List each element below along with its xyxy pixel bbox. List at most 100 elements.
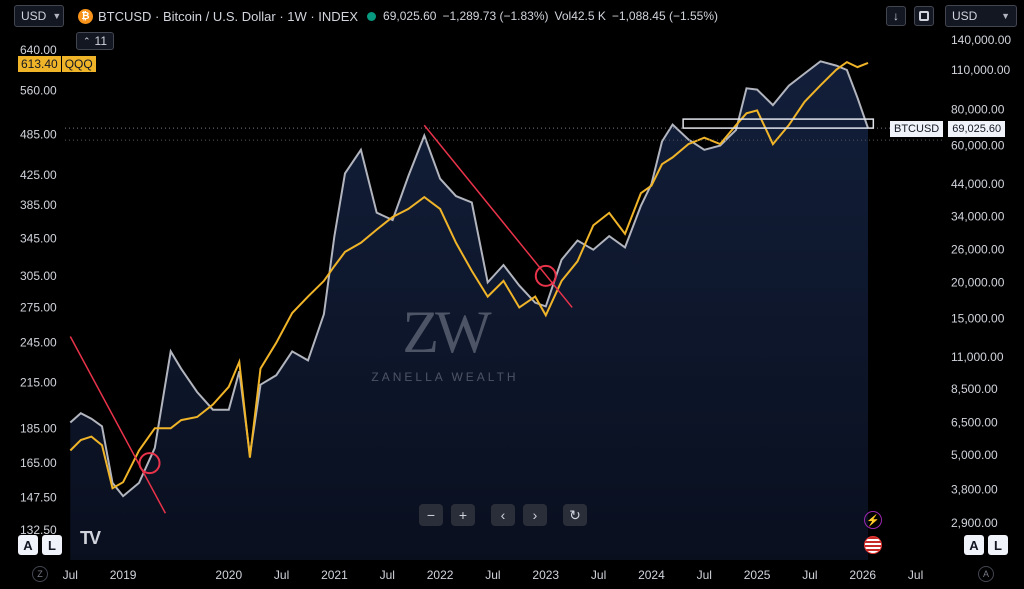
compare-collapse[interactable]: ⌃ 11 [76, 32, 115, 50]
watermark: ZW ZANELLA WEALTH [360, 300, 530, 384]
x-axis-tick-4: 2021 [321, 568, 348, 582]
volume-change: −1,088.45 (−1.55%) [611, 9, 718, 23]
zoom-in-button[interactable]: + [451, 504, 475, 526]
qqq-price-badge-label: QQQ [61, 56, 96, 72]
left-axis-tick-8: 245.00 [20, 336, 57, 350]
watermark-brand: ZANELLA WEALTH [371, 370, 519, 384]
currency-select-right-label: USD [952, 9, 978, 23]
left-axis-tick-12: 147.50 [20, 490, 57, 504]
tradingview-logo: TV [80, 528, 101, 548]
currency-select-left[interactable]: USD ▼ [14, 5, 64, 27]
us-flag-event-icon[interactable] [864, 536, 882, 554]
x-axis-tick-8: 2023 [532, 568, 559, 582]
left-axis-tick-3: 425.00 [20, 168, 57, 182]
right-axis-tick-12: 5,000.00 [951, 448, 998, 462]
auto-scale-right-button[interactable]: A [964, 535, 984, 555]
timezone-right-button[interactable]: A [978, 566, 994, 582]
left-axis-tick-2: 485.00 [20, 128, 57, 142]
auto-scale-left-button[interactable]: A [18, 535, 38, 555]
log-scale-left-button[interactable]: L [42, 535, 62, 555]
right-axis-tick-5: 34,000.00 [951, 209, 1005, 223]
fullscreen-button[interactable] [914, 6, 934, 26]
x-axis-tick-7: Jul [485, 568, 500, 582]
x-axis-tick-12: 2025 [744, 568, 771, 582]
qqq-price-badge-value: 613.40 [18, 56, 61, 72]
breakout-marker-1[interactable] [534, 264, 557, 287]
right-axis-tick-10: 8,500.00 [951, 382, 998, 396]
breakout-marker-0[interactable] [138, 452, 161, 475]
trend-line-1[interactable] [423, 124, 573, 308]
scroll-left-button[interactable]: ‹ [491, 504, 515, 526]
btc-area-fill [70, 61, 868, 561]
series-line-btcusd[interactable] [69, 60, 869, 498]
right-axis-tick-1: 110,000.00 [951, 63, 1010, 77]
x-axis-tick-13: Jul [802, 568, 817, 582]
qqq-price-badge: 613.40 QQQ [18, 56, 96, 72]
symbol-title[interactable]: BTCUSD · Bitcoin / U.S. Dollar · 1W · IN… [98, 8, 359, 24]
x-axis-tick-5: Jul [380, 568, 395, 582]
minus-icon: − [426, 507, 436, 523]
log-scale-right-button[interactable]: L [988, 535, 1008, 555]
bitcoin-icon: ₿ [78, 8, 93, 24]
chevron-down-icon: ▼ [1001, 11, 1010, 21]
left-axis-tick-0: 640.00 [20, 43, 57, 57]
chevron-right-icon: › [532, 507, 538, 523]
timezone-left-button[interactable]: Z [32, 566, 48, 582]
chevron-up-icon: ⌃ [83, 35, 91, 46]
x-axis-tick-1: 2019 [110, 568, 137, 582]
volume-value: 42.5 K [571, 9, 606, 23]
trend-line-0[interactable] [69, 336, 167, 514]
x-axis-tick-15: Jul [908, 568, 923, 582]
x-axis-tick-6: 2022 [427, 568, 454, 582]
lightning-event-icon[interactable]: ⚡ [864, 511, 882, 529]
btc-price-badge-label: BTCUSD [890, 121, 944, 137]
right-axis-tick-4: 44,000.00 [951, 177, 1005, 191]
left-axis-tick-11: 165.00 [20, 456, 57, 470]
refresh-icon: ↻ [569, 506, 581, 523]
right-axis-tick-8: 15,000.00 [951, 311, 1005, 325]
x-axis-tick-11: Jul [697, 568, 712, 582]
right-axis-tick-0: 140,000.00 [951, 33, 1011, 47]
watermark-logo: ZW [402, 299, 491, 365]
x-axis-tick-2: 2020 [215, 568, 242, 582]
reset-chart-button[interactable]: ↻ [563, 504, 587, 526]
zoom-out-button[interactable]: − [419, 504, 443, 526]
x-axis-tick-0: Jul [63, 568, 78, 582]
left-axis-tick-4: 385.00 [20, 198, 57, 212]
resistance-box[interactable] [682, 118, 875, 129]
left-axis-tick-13: 132.50 [20, 523, 57, 537]
btc-price-badge-value: 69,025.60 [948, 121, 1006, 137]
right-axis-tick-14: 2,900.00 [951, 516, 998, 530]
arrow-down-icon: ↓ [893, 9, 899, 23]
symbol-header: ₿ BTCUSD · Bitcoin / U.S. Dollar · 1W · … [78, 6, 718, 26]
left-axis-tick-6: 305.00 [20, 269, 57, 283]
right-axis-tick-3: 60,000.00 [951, 139, 1005, 153]
right-axis-tick-6: 26,000.00 [951, 243, 1005, 257]
chevron-down-icon: ▼ [52, 11, 62, 21]
right-axis-tick-11: 6,500.00 [951, 415, 998, 429]
left-axis-tick-7: 275.00 [20, 300, 57, 314]
download-button[interactable]: ↓ [886, 6, 906, 26]
x-axis-tick-9: Jul [591, 568, 606, 582]
x-axis-tick-14: 2026 [849, 568, 876, 582]
price-change: −1,289.73 (−1.83%) [442, 9, 549, 23]
last-price: 69,025.60 [383, 9, 437, 23]
scroll-right-button[interactable]: › [523, 504, 547, 526]
currency-select-left-label: USD [21, 9, 47, 23]
left-axis-tick-1: 560.00 [20, 84, 57, 98]
left-axis-tick-10: 185.00 [20, 421, 57, 435]
currency-select-right[interactable]: USD ▼ [945, 5, 1017, 27]
left-axis-tick-5: 345.00 [20, 231, 57, 245]
chevron-left-icon: ‹ [500, 507, 506, 523]
right-axis-tick-9: 11,000.00 [951, 350, 1004, 364]
left-axis-tick-9: 215.00 [20, 375, 57, 389]
volume-label: Vol [554, 9, 572, 23]
plus-icon: + [458, 507, 468, 523]
btc-price-badge: BTCUSD 69,025.60 [890, 121, 1006, 137]
right-axis-tick-2: 80,000.00 [951, 103, 1005, 117]
x-axis-tick-10: 2024 [638, 568, 665, 582]
market-status-icon [367, 11, 377, 21]
x-axis-tick-3: Jul [274, 568, 289, 582]
